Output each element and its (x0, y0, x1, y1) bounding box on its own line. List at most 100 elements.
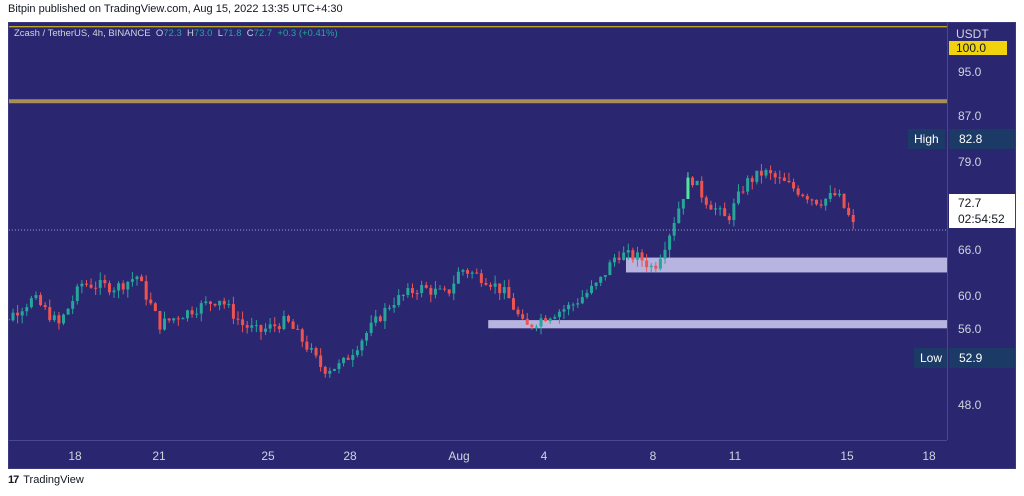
candle-body (805, 196, 809, 200)
candle-body (190, 310, 194, 315)
candle-body (773, 173, 777, 178)
candle-body (195, 313, 199, 315)
candle-body (204, 301, 208, 304)
candle-body (34, 295, 38, 299)
current-price: 72.7 (958, 196, 982, 210)
candle-body (227, 304, 231, 306)
candle-body (323, 366, 327, 374)
candle-body (153, 303, 157, 311)
x-tick: 21 (152, 449, 166, 463)
candle-body (410, 288, 414, 294)
candle-body (640, 252, 644, 261)
candle-body (516, 309, 520, 315)
candle-body (199, 303, 203, 314)
candle-body (392, 305, 396, 308)
candle-body (530, 324, 534, 328)
top-level-tag: 100.0 (949, 41, 1007, 55)
candle-body (567, 304, 571, 310)
candle-body (759, 170, 763, 176)
candle-body (158, 310, 162, 330)
candle-body (658, 258, 662, 269)
candle-body (282, 315, 286, 329)
candlestick-chart[interactable] (9, 23, 947, 440)
candle-body (144, 281, 148, 300)
candle-body (117, 283, 121, 291)
low-value: 71.8 (222, 28, 242, 39)
candle-body (603, 275, 607, 277)
candle-body (819, 204, 823, 206)
candle-body (231, 304, 235, 319)
x-tick: 18 (68, 449, 82, 463)
candle-body (130, 279, 134, 282)
candle-body (461, 270, 465, 272)
plot-area[interactable]: Zcash / TetherUS, 4h, BINANCE O72.3 H73.… (9, 23, 947, 440)
price-axis[interactable]: USDT 100.0 95.0 87.0 82.8 79.0 72.7 02:5… (947, 23, 1016, 440)
candle-body (52, 315, 56, 321)
candle-body (332, 368, 336, 371)
candle-body (71, 301, 75, 309)
chart-frame[interactable]: Zcash / TetherUS, 4h, BINANCE O72.3 H73.… (8, 22, 1016, 469)
candle-body (741, 191, 745, 193)
candle-body (66, 308, 70, 315)
candle-body (250, 325, 254, 328)
candle-body (727, 216, 731, 221)
time-axis[interactable]: 18 21 25 28 Aug 4 8 11 15 18 (9, 440, 947, 469)
candle-body (365, 333, 369, 341)
candle-body (824, 198, 828, 206)
candle-body (213, 303, 217, 306)
candle-body (443, 288, 447, 290)
candle-body (622, 252, 626, 260)
candle-body (369, 322, 373, 334)
candle-body (185, 310, 189, 319)
candle-body (167, 318, 171, 321)
candle-body (782, 177, 786, 181)
candle-body (736, 191, 740, 204)
candle-body (273, 324, 277, 327)
tradingview-logo: 17 (8, 474, 19, 486)
candle-body (181, 318, 185, 320)
candle-body (801, 194, 805, 197)
candle-body (580, 297, 584, 304)
candle-body (360, 340, 364, 351)
candle-body (254, 325, 258, 327)
candle-body (277, 326, 281, 329)
candle-body (502, 287, 506, 294)
candle-body (553, 317, 557, 319)
candle-body (709, 204, 713, 210)
y-tick: 87.0 (958, 109, 982, 123)
candle-body (241, 319, 245, 326)
candle-body (305, 341, 309, 350)
candle-body (475, 272, 479, 274)
candle-body (847, 207, 851, 215)
candle-body (828, 193, 832, 199)
candle-body (833, 193, 837, 196)
symbol-name: Zcash / TetherUS, 4h, BINANCE (14, 28, 151, 39)
candle-body (787, 180, 791, 183)
publisher-line: Bitpin published on TradingView.com, Aug… (8, 3, 343, 15)
candle-body (681, 199, 685, 209)
candle-body (291, 321, 295, 329)
candle-body (498, 283, 502, 294)
candle-body (447, 289, 451, 294)
candle-body (259, 325, 263, 332)
candle-body (686, 177, 690, 200)
candle-body (107, 283, 111, 293)
candle-body (548, 318, 552, 322)
candle-body (489, 284, 493, 287)
candle-body (700, 180, 704, 198)
candle-body (11, 312, 15, 321)
candle-body (176, 318, 180, 320)
candle-body (57, 315, 61, 324)
candle-body (346, 357, 350, 360)
candle-body (94, 287, 98, 289)
x-tick: 25 (261, 449, 275, 463)
candle-body (635, 252, 639, 260)
candle-body (691, 177, 695, 186)
candle-body (172, 318, 176, 321)
candle-body (599, 276, 603, 283)
x-tick: 4 (540, 449, 548, 463)
candle-body (645, 260, 649, 268)
footer[interactable]: 17 TradingView (8, 474, 84, 486)
y-tick: 79.0 (958, 155, 982, 169)
candle-body (378, 316, 382, 322)
